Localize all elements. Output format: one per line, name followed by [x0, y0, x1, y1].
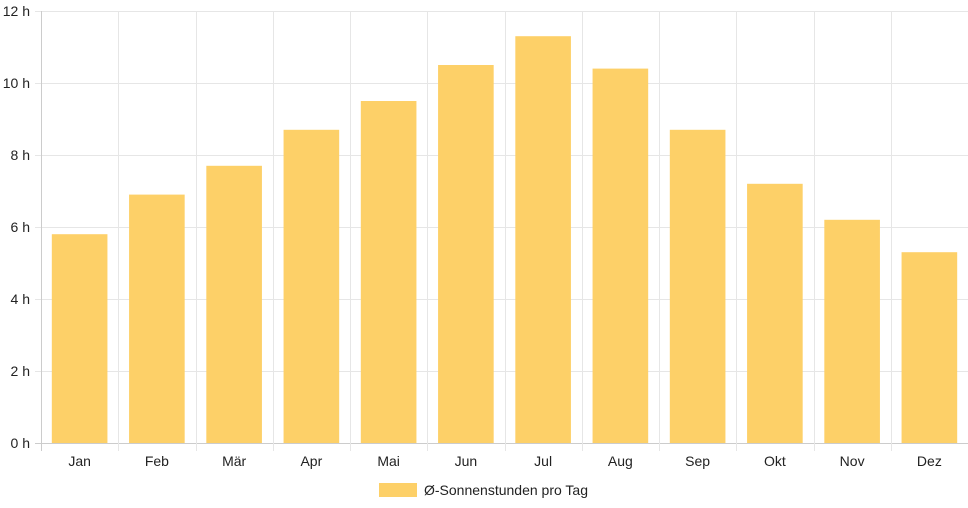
x-tick-label: Aug	[608, 453, 633, 469]
y-tick-label: 2 h	[11, 363, 30, 379]
x-tick-label: Feb	[145, 453, 169, 469]
legend-swatch[interactable]	[379, 483, 417, 497]
bar-apr[interactable]	[283, 129, 340, 444]
bar-dez[interactable]	[901, 252, 958, 443]
bar-jun[interactable]	[438, 65, 494, 443]
legend-label[interactable]: Ø-Sonnenstunden pro Tag	[424, 482, 588, 498]
y-tick-label: 4 h	[11, 291, 30, 307]
legend[interactable]: Ø-Sonnenstunden pro Tag	[379, 482, 588, 498]
bar-jan[interactable]	[51, 234, 108, 443]
y-tick-label: 12 h	[3, 3, 30, 19]
bar-okt[interactable]	[747, 183, 803, 444]
y-tick-label: 10 h	[3, 75, 30, 91]
x-tick-label: Mär	[222, 453, 246, 469]
x-tick-label: Jun	[455, 453, 478, 469]
x-tick-label: Nov	[840, 453, 865, 469]
x-tick-label: Sep	[685, 453, 710, 469]
bar-mai[interactable]	[360, 101, 417, 443]
bar-sep[interactable]	[669, 129, 726, 444]
bar-feb[interactable]	[129, 194, 185, 443]
y-tick-label: 6 h	[11, 219, 30, 235]
x-tick-label: Dez	[917, 453, 942, 469]
axis-layer: 0 h 2 h 4 h 6 h 8 h 10 h 12 h Jan Feb Mär Apr Mai Ju…	[3, 3, 942, 469]
bar-jul[interactable]	[515, 36, 571, 443]
x-tick-label: Okt	[764, 453, 786, 469]
bar-nov[interactable]	[824, 219, 880, 443]
bars-layer	[51, 36, 958, 444]
y-tick-label: 0 h	[11, 435, 30, 451]
x-tick-label: Mai	[377, 453, 400, 469]
bar-aug[interactable]	[592, 68, 649, 443]
y-tick-label: 8 h	[11, 147, 30, 163]
x-tick-label: Jan	[68, 453, 91, 469]
x-tick-label: Apr	[300, 453, 322, 469]
x-tick-label: Jul	[534, 453, 552, 469]
grid-layer	[35, 11, 968, 451]
bar-mär[interactable]	[206, 165, 262, 444]
